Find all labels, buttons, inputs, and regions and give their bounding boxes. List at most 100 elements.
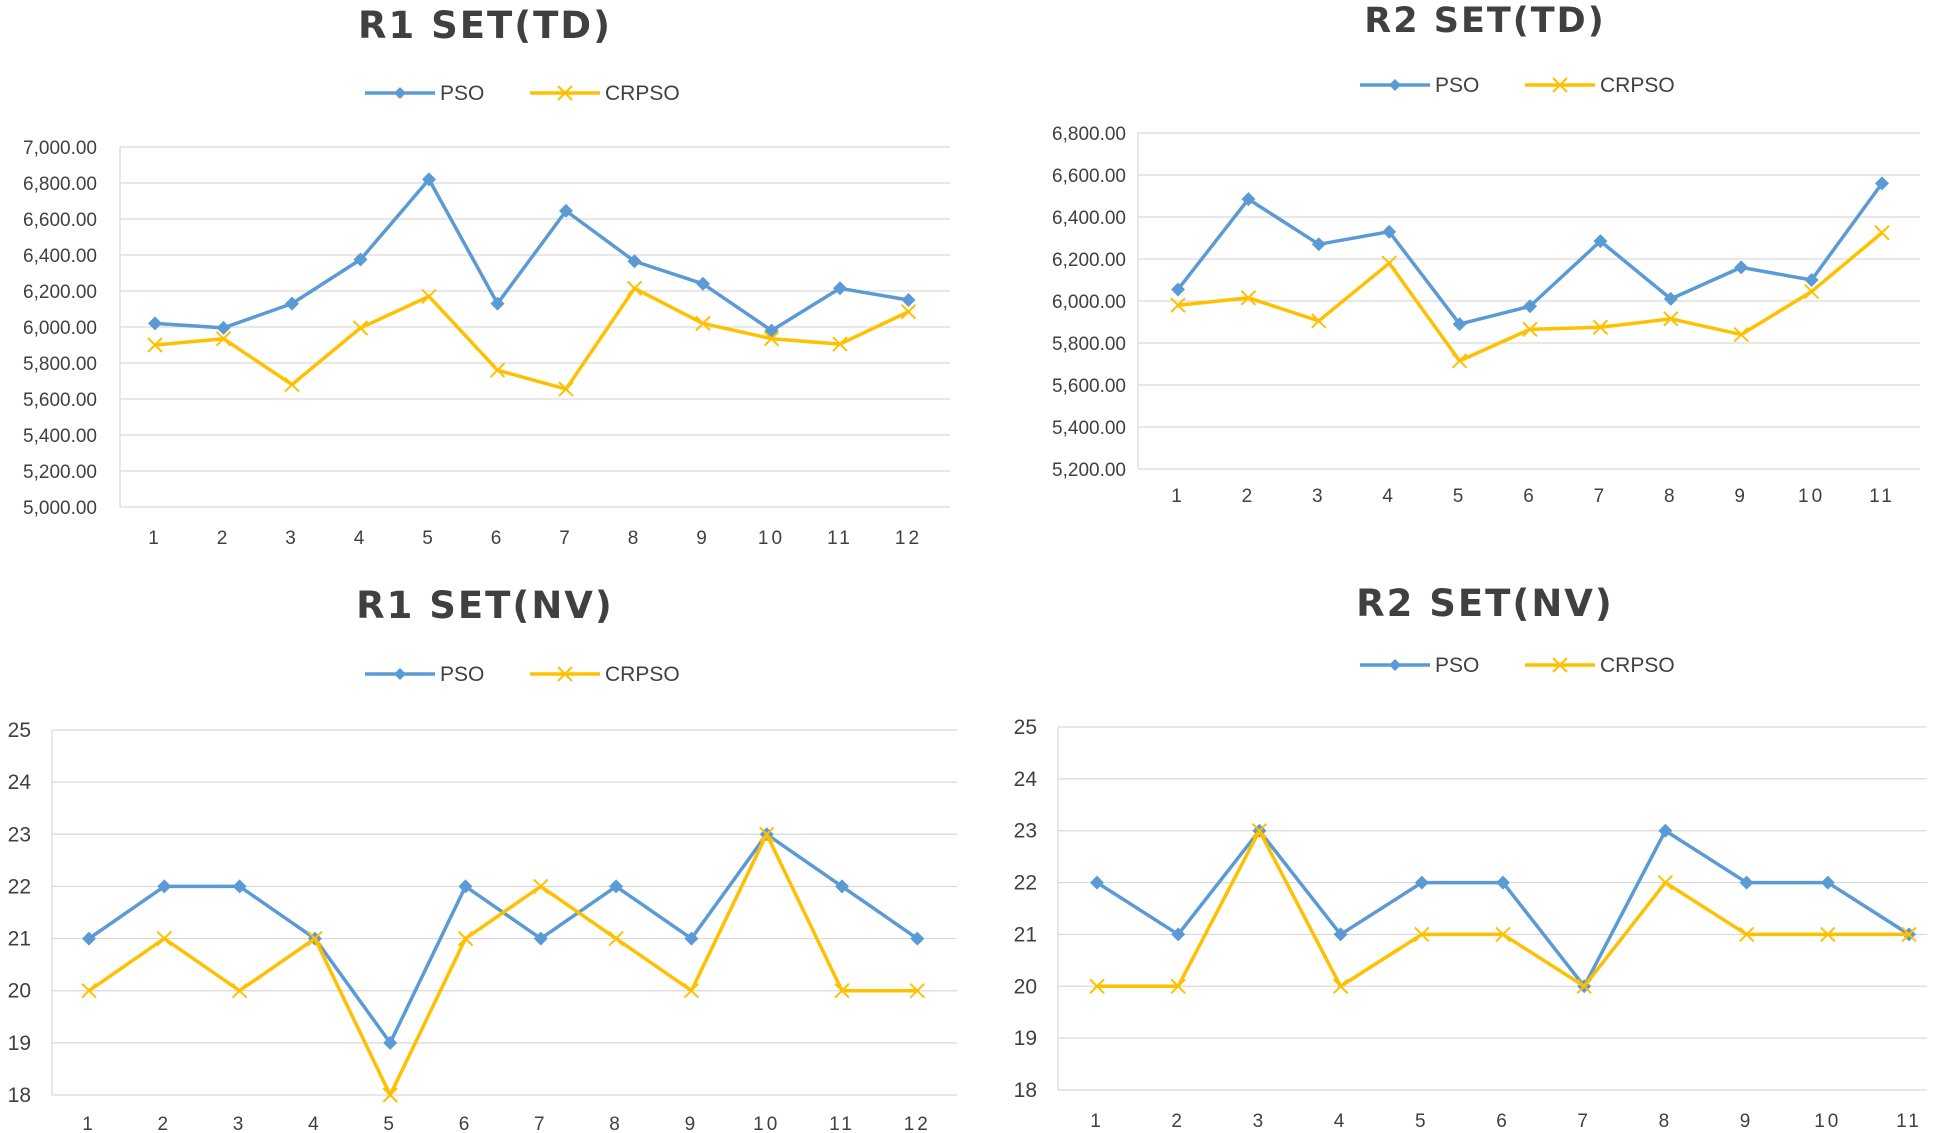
- x-tick-label: 7: [1594, 486, 1608, 507]
- data-point: [1170, 297, 1186, 313]
- data-point: [285, 296, 299, 311]
- y-tick-label: 20: [1014, 975, 1037, 998]
- data-point: [307, 930, 323, 947]
- y-tick-label: 25: [1014, 716, 1037, 739]
- data-point: [1576, 978, 1592, 994]
- legend-marker: [557, 85, 573, 101]
- data-point: [156, 930, 173, 947]
- legend-marker: [557, 666, 573, 682]
- data-point: [901, 293, 916, 307]
- data-point: [834, 983, 850, 999]
- legend-label: PSO: [440, 82, 484, 105]
- data-point: [1333, 927, 1348, 942]
- series-line: [1177, 231, 1884, 363]
- data-point: [352, 320, 369, 336]
- x-tick-label: 9: [685, 1114, 699, 1133]
- x-tick-label: 3: [1253, 1111, 1267, 1132]
- y-tick-label: 25: [8, 719, 31, 742]
- x-tick-label: 4: [1382, 486, 1396, 507]
- y-tick-label: 6,000.00: [1052, 292, 1126, 313]
- legend-item-crpso: CRPSO: [530, 82, 680, 105]
- series-pso: [1171, 176, 1889, 332]
- y-tick-label: 5,200.00: [1052, 460, 1126, 481]
- x-tick-label: 9: [696, 528, 710, 549]
- data-point: [1311, 313, 1327, 329]
- data-point: [1820, 926, 1836, 943]
- x-tick-label: 10: [758, 528, 785, 549]
- data-point: [1593, 234, 1608, 249]
- y-tick-label: 6,800.00: [1052, 124, 1126, 145]
- x-tick-label: 9: [1740, 1111, 1754, 1132]
- data-point: [1592, 319, 1609, 335]
- data-point: [758, 826, 775, 842]
- series-line: [154, 286, 910, 391]
- data-point: [1804, 273, 1819, 287]
- data-point: [1733, 326, 1749, 343]
- data-point: [695, 315, 711, 332]
- series-line: [88, 832, 918, 1097]
- legend-item-pso: PSO: [365, 663, 484, 686]
- chart-title: R2 SET(TD): [1364, 1, 1605, 41]
- legend-item-pso: PSO: [1360, 74, 1479, 97]
- x-tick-label: 11: [1869, 486, 1895, 507]
- x-tick-label: 3: [285, 528, 299, 549]
- x-tick-label: 4: [308, 1114, 322, 1133]
- data-point: [683, 983, 700, 999]
- x-tick-label: 2: [158, 1114, 172, 1133]
- x-tick-label: 2: [217, 528, 231, 549]
- legend-marker: [1552, 657, 1568, 673]
- series-crpso: [1089, 823, 1917, 994]
- data-point: [1090, 875, 1104, 890]
- data-point: [684, 931, 699, 946]
- data-point: [1171, 927, 1186, 942]
- y-tick-label: 18: [1014, 1079, 1037, 1102]
- data-point: [82, 931, 96, 946]
- data-point: [627, 254, 642, 269]
- y-tick-label: 5,800.00: [23, 354, 97, 375]
- chart-title: R2 SET(NV): [1356, 582, 1614, 625]
- x-tick-label: 6: [1523, 486, 1537, 507]
- y-tick-label: 21: [1014, 923, 1037, 946]
- x-tick-label: 7: [534, 1114, 548, 1133]
- data-point: [1803, 283, 1820, 300]
- data-point: [533, 878, 549, 895]
- x-tick-label: 7: [559, 528, 573, 549]
- x-tick-label: 11: [829, 1114, 855, 1133]
- legend-marker: [1389, 79, 1401, 91]
- y-tick-label: 6,600.00: [1052, 166, 1126, 187]
- series-crpso: [1170, 225, 1890, 369]
- y-tick-label: 6,400.00: [23, 246, 97, 267]
- x-tick-label: 8: [609, 1114, 623, 1133]
- y-tick-label: 21: [8, 928, 31, 951]
- legend-marker: [394, 87, 406, 99]
- y-tick-label: 5,600.00: [1052, 376, 1126, 397]
- data-point: [382, 1087, 398, 1103]
- data-point: [489, 362, 506, 378]
- y-tick-label: 5,600.00: [23, 390, 97, 411]
- x-tick-label: 4: [1334, 1111, 1348, 1132]
- data-point: [832, 336, 848, 352]
- legend-label: PSO: [440, 663, 484, 686]
- data-point: [232, 879, 247, 894]
- y-tick-label: 19: [8, 1032, 31, 1055]
- legend-marker: [1389, 659, 1401, 671]
- data-point: [1240, 290, 1257, 306]
- x-tick-label: 6: [1496, 1111, 1510, 1132]
- data-point: [1382, 224, 1397, 239]
- y-tick-label: 22: [8, 875, 31, 898]
- data-point: [910, 931, 925, 946]
- data-point: [1089, 978, 1105, 994]
- x-tick-label: 2: [1171, 1111, 1185, 1132]
- y-tick-label: 6,400.00: [1052, 208, 1126, 229]
- data-point: [81, 983, 97, 999]
- x-tick-label: 1: [148, 528, 162, 549]
- data-point: [696, 276, 710, 291]
- data-point: [1414, 875, 1429, 890]
- data-point: [353, 252, 368, 267]
- legend-item-crpso: CRPSO: [1525, 74, 1675, 97]
- y-tick-label: 22: [1014, 872, 1037, 895]
- y-tick-label: 5,200.00: [23, 462, 97, 483]
- data-point: [1522, 321, 1538, 338]
